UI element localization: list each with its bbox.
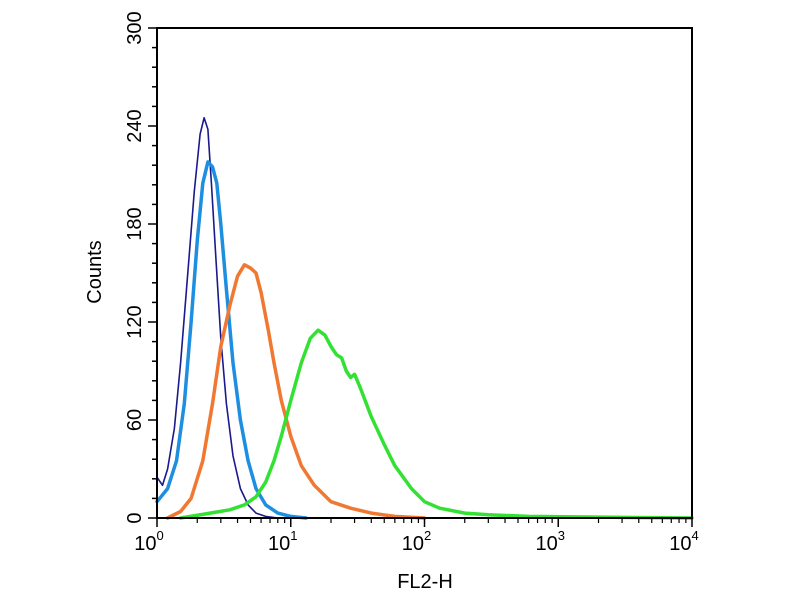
y-tick-label: 180 — [124, 207, 146, 240]
y-tick-label: 240 — [124, 109, 146, 142]
histogram-series-2 — [155, 160, 308, 520]
x-tick-label: 104 — [669, 528, 698, 555]
x-tick-label: 102 — [402, 528, 431, 555]
x-tick-label: 103 — [536, 528, 565, 555]
histogram-series-3 — [165, 263, 427, 520]
histogram-series-4 — [178, 328, 694, 520]
histogram-series-1 — [156, 117, 292, 519]
x-axis-title: FL2-H — [397, 571, 453, 593]
y-tick-label: 300 — [124, 11, 146, 44]
y-tick-label: 0 — [124, 512, 146, 523]
y-tick-label: 120 — [124, 305, 146, 338]
series-layer — [155, 117, 694, 520]
x-tick-label: 100 — [134, 528, 163, 555]
y-tick-label: 60 — [124, 409, 146, 431]
x-tick-label: 101 — [268, 528, 297, 555]
y-axis-title: Counts — [84, 240, 106, 303]
axes-layer: 0 60 120 180 240 300 100 101 102 103 104 — [124, 11, 699, 555]
